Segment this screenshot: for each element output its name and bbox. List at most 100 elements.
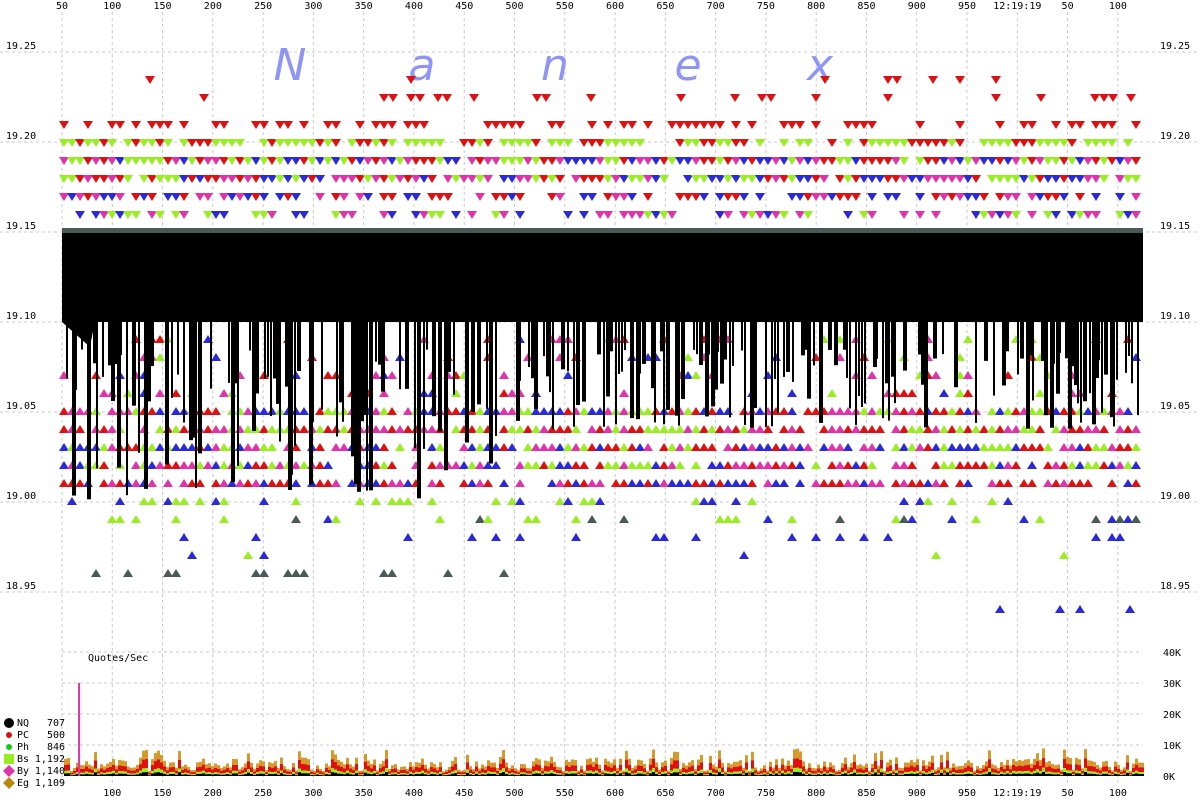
qps-bar (1018, 773, 1021, 776)
qps-bar (547, 773, 550, 776)
bid-spike (567, 322, 569, 372)
qps-bar (856, 772, 859, 775)
bid-marker (707, 443, 717, 451)
qps-bar (610, 774, 613, 776)
ask-marker (1091, 121, 1101, 129)
qps-bar (1063, 772, 1066, 776)
ask-marker (499, 193, 509, 201)
bid-spike (813, 322, 815, 366)
qps-bar (895, 770, 898, 774)
qps-bar (598, 772, 601, 775)
qps-bar (322, 772, 325, 775)
qps-bar (1039, 765, 1042, 772)
bid-marker (99, 479, 109, 487)
qps-bar (244, 763, 247, 768)
qps-bar (307, 770, 310, 774)
bid-marker (475, 425, 485, 433)
legend-count: 500 (47, 730, 65, 741)
qps-bar (874, 752, 877, 761)
bid-marker (891, 425, 901, 433)
ask-marker (757, 94, 767, 102)
bid-marker (59, 479, 69, 487)
qps-bar (871, 768, 874, 773)
qps-bar (67, 773, 70, 776)
x-tick-label-bottom: 300 (304, 788, 322, 799)
bid-marker (379, 407, 389, 415)
qps-bar (364, 772, 367, 776)
ask-marker (406, 94, 416, 102)
bid-spike (765, 322, 767, 427)
ask-marker (1083, 139, 1093, 147)
qps-bar (823, 766, 826, 772)
ask-marker (235, 139, 245, 147)
bid-marker (915, 443, 925, 451)
qps-bar (169, 773, 172, 776)
qps-bar (715, 773, 718, 775)
qps-bar (307, 773, 310, 776)
bid-marker (779, 443, 789, 451)
qps-bar (994, 765, 997, 770)
watermark-letter: a (409, 40, 436, 91)
ask-marker (291, 139, 301, 147)
bid-marker (723, 515, 733, 523)
qps-bar (976, 766, 979, 770)
x-tick-label-bottom: 550 (556, 788, 574, 799)
bid-marker (915, 425, 925, 433)
ask-marker (507, 157, 517, 165)
qps-bar (121, 773, 124, 776)
qps-bar (142, 750, 145, 760)
bid-spike (942, 322, 944, 355)
qps-bar (400, 774, 403, 776)
bid-marker (787, 515, 797, 523)
ask-marker (1051, 211, 1061, 219)
bid-marker (739, 425, 749, 433)
bid-spike (573, 322, 575, 427)
ask-marker (1051, 139, 1061, 147)
qps-bar (739, 760, 742, 766)
legend-swatch (4, 754, 14, 764)
qps-bar (130, 770, 133, 774)
x-tick-label-top: 100 (103, 1, 121, 12)
x-tick-label-bottom: 450 (455, 788, 473, 799)
qps-bar (820, 768, 823, 771)
qps-bar (931, 769, 934, 773)
bid-marker (107, 515, 117, 523)
qps-bar (190, 770, 193, 773)
qps-bar (481, 774, 484, 776)
ask-marker (531, 157, 541, 165)
ask-marker (1115, 175, 1125, 183)
qps-bar (151, 773, 154, 776)
bid-marker (187, 479, 197, 487)
qps-bar (1003, 774, 1006, 776)
qps-bar (757, 770, 760, 773)
qps-bar (691, 773, 694, 776)
qps-bar (463, 775, 466, 776)
bid-spike (696, 322, 698, 355)
qps-bar (643, 768, 646, 773)
qps-bar (784, 765, 787, 770)
ask-marker (1123, 157, 1133, 165)
qps-bar (1045, 762, 1048, 768)
qps-bar (811, 773, 814, 775)
qps-bar (325, 774, 328, 776)
ask-marker (971, 157, 981, 165)
qps-bar (1066, 763, 1069, 771)
qps-bar (325, 767, 328, 773)
qps-bar (886, 767, 889, 772)
qps-bar (847, 767, 850, 771)
qps-bar (1009, 765, 1012, 770)
bid-marker (1091, 461, 1101, 469)
qps-bar (850, 774, 853, 776)
qps-bar (961, 769, 964, 773)
bid-marker (547, 461, 557, 469)
bid-spike (834, 322, 838, 366)
qps-bar (301, 757, 304, 765)
qps-bar (427, 771, 430, 774)
qps-bar (517, 775, 520, 776)
legend-count: 707 (47, 718, 65, 729)
qps-bar (277, 767, 280, 771)
qps-bar (154, 769, 157, 773)
qps-bar (970, 774, 973, 776)
qps-bar (607, 773, 610, 776)
bid-marker (1131, 443, 1141, 451)
